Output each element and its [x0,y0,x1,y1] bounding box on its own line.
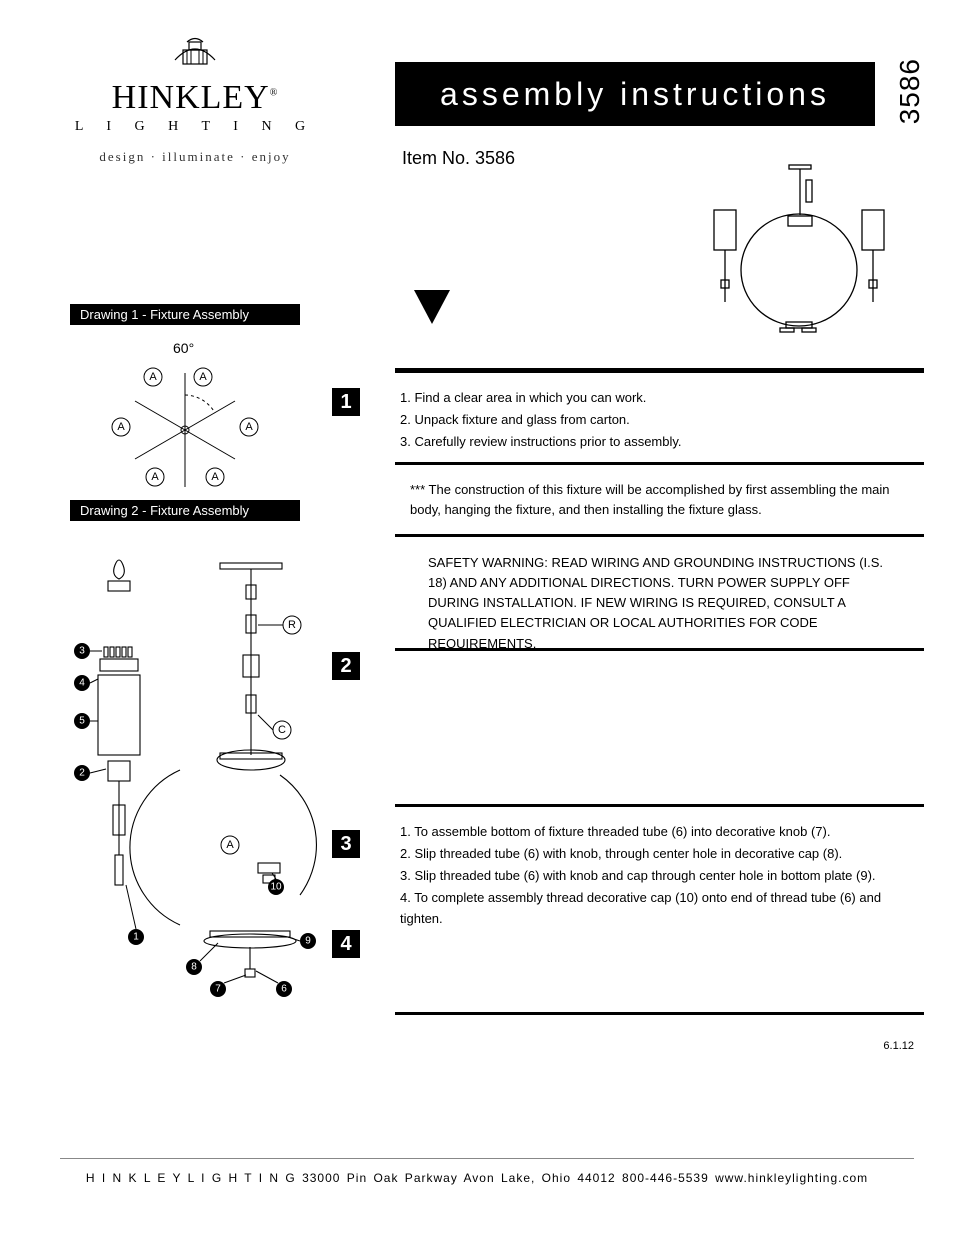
brand-name-text: HINKLEY [112,79,270,116]
divider [395,534,924,537]
brand-tagline: design · illuminate · enjoy [70,149,320,165]
angle-label: 60° [173,340,194,356]
step-badge-4: 4 [332,930,360,958]
instr-line: 3. Slip threaded tube (6) with knob and … [400,866,914,886]
node-a: A [194,368,212,386]
node-a: A [146,468,164,486]
drawing-2-label: Drawing 2 - Fixture Assembly [70,500,300,521]
drawing-1-label: Drawing 1 - Fixture Assembly [70,304,300,325]
logo-icon [165,30,225,70]
document-date: 6.1.12 [883,1040,914,1052]
step-badge-1: 1 [332,388,360,416]
arrow-down-icon [414,290,450,324]
svg-text:7: 7 [215,984,221,995]
node-a: A [112,418,130,436]
brand-sub: L I G H T I N G [70,119,320,135]
drawing-2-svg: R C A 3 4 5 2 1 8 7 6 9 10 [60,555,320,1005]
instr-line: 1. Find a clear area in which you can wo… [400,388,914,408]
svg-text:1: 1 [133,932,139,943]
svg-text:A: A [199,371,207,383]
svg-text:2: 2 [79,768,85,779]
divider [395,804,924,807]
node-a: A [144,368,162,386]
svg-text:A: A [151,471,159,483]
svg-text:A: A [117,421,125,433]
model-number-vertical: 3586 [894,58,926,124]
svg-text:3: 3 [79,646,85,657]
instr-line: 3. Carefully review instructions prior t… [400,432,914,452]
step-3-instructions: 1. To assemble bottom of fixture threade… [400,822,914,931]
instr-line: 2. Unpack fixture and glass from carton. [400,410,914,430]
instr-line: 1. To assemble bottom of fixture threade… [400,822,914,842]
instr-line: 2. Slip threaded tube (6) with knob, thr… [400,844,914,864]
svg-text:5: 5 [79,716,85,727]
footer-address: H I N K L E Y L I G H T I N G 33000 Pin … [0,1171,954,1185]
divider [395,462,924,465]
drawing-1-svg: 60° A A A A A A [85,335,285,500]
divider [395,368,924,373]
svg-text:A: A [245,421,253,433]
svg-text:8: 8 [191,962,197,973]
item-number: Item No. 3586 [402,148,515,169]
step-badge-2: 2 [332,652,360,680]
step-badge-3: 3 [332,830,360,858]
brand-name: HINKLEY® [70,79,320,117]
instr-line: 4. To complete assembly thread decorativ… [400,888,914,928]
svg-text:A: A [226,839,234,851]
svg-text:R: R [288,619,296,631]
safety-warning: SAFETY WARNING: READ WIRING AND GROUNDIN… [428,553,894,654]
page-title-banner: assembly instructions [395,62,875,126]
svg-text:4: 4 [79,678,85,689]
svg-text:C: C [278,724,286,736]
product-drawing-icon [704,160,894,340]
node-a: A [206,468,224,486]
svg-text:10: 10 [270,882,282,893]
divider [395,1012,924,1015]
construction-note: *** The construction of this fixture wil… [410,480,914,520]
svg-text:A: A [211,471,219,483]
node-a: A [240,418,258,436]
step-1-instructions: 1. Find a clear area in which you can wo… [400,388,914,454]
svg-text:A: A [149,371,157,383]
svg-text:9: 9 [305,936,311,947]
brand-logo: HINKLEY® L I G H T I N G design · illumi… [70,30,320,165]
footer-divider [60,1158,914,1159]
svg-text:6: 6 [281,984,287,995]
